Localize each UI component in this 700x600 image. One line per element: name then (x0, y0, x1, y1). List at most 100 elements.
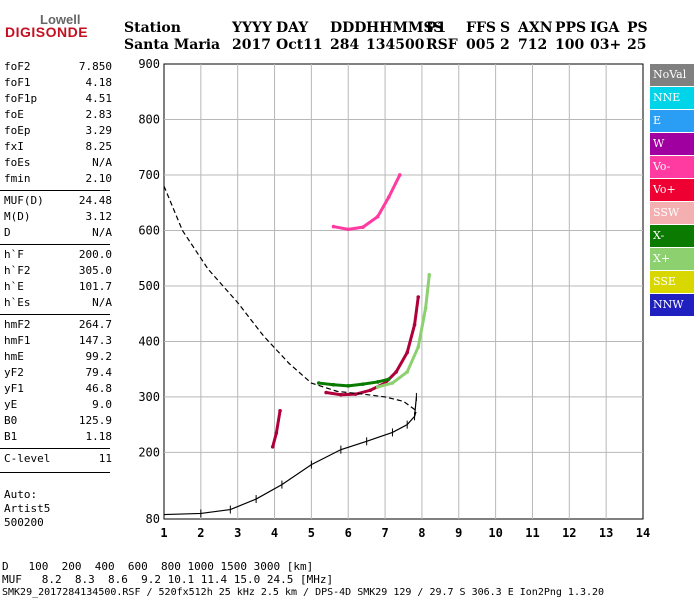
series-line-6 (163, 185, 418, 417)
logo-digisonde: DIGISONDE (5, 24, 89, 40)
scaling-code: 500200 (4, 516, 44, 529)
param-value: 264.7 (78, 318, 112, 331)
data-point (270, 445, 275, 449)
header-value-axn: 712 (518, 37, 548, 53)
param-label: foF1 (4, 76, 31, 89)
header-label-ps: PS (627, 20, 648, 36)
distance-label: D (2, 560, 9, 573)
footer-info: SMK29_2017284134500.RSF / 520fx512h 25 k… (2, 587, 605, 598)
header-value-hhmmss: 134500 (366, 37, 425, 53)
data-point (412, 322, 417, 327)
param-row: fmin 2.10 (4, 172, 112, 185)
data-point (353, 392, 358, 396)
data-point (416, 295, 421, 299)
param-value: 11 (98, 452, 112, 465)
param-value: 101.7 (78, 280, 112, 293)
param-label: B1 (4, 430, 18, 443)
param-label: hmF1 (4, 334, 31, 347)
data-point (375, 214, 380, 219)
series-line-1 (377, 274, 431, 389)
header-value-iga: 03+ (590, 37, 622, 53)
data-point (375, 385, 380, 389)
header-value-p1: RSF (426, 37, 458, 53)
muf-label: MUF (2, 573, 22, 586)
divider (0, 472, 110, 473)
y-tick-label: 400 (138, 334, 160, 348)
series-line-2 (318, 377, 390, 388)
x-tick-label: 11 (525, 526, 539, 540)
param-label: hmE (4, 350, 24, 363)
data-point (361, 225, 365, 229)
header-value-s: 2 (500, 37, 510, 53)
param-value: 79.4 (85, 366, 113, 379)
series-line-3 (333, 174, 402, 231)
param-row: yF1 46.8 (4, 382, 112, 395)
param-label: foE (4, 108, 24, 121)
param-value: 2.10 (85, 172, 113, 185)
param-row: hmF1 147.3 (4, 334, 112, 347)
legend-item-noval: NoVal (650, 64, 694, 86)
legend-item-vo: Vo- (650, 156, 694, 178)
header-value-ps: 25 (627, 37, 647, 53)
header-value-yyyy: 2017 (232, 37, 271, 53)
legend-item-x: X- (650, 225, 694, 247)
param-value: 24.48 (78, 194, 112, 207)
data-point (324, 390, 328, 395)
param-label: foF2 (4, 60, 31, 73)
data-point (331, 382, 336, 387)
header-label-iga: IGA (590, 20, 620, 36)
y-tick-label: 700 (138, 168, 160, 182)
param-row: foF2 7.850 (4, 60, 112, 73)
data-point (386, 377, 391, 381)
param-row: foE 2.83 (4, 108, 112, 121)
param-label: fmin (4, 172, 31, 185)
param-row: B0 125.9 (4, 414, 112, 427)
param-label: yF2 (4, 366, 24, 379)
y-tick-label: 200 (138, 445, 160, 459)
x-tick-label: 12 (562, 526, 576, 540)
x-tick-label: 2 (197, 526, 204, 540)
param-row: B1 1.18 (4, 430, 112, 443)
data-point (427, 273, 432, 277)
param-label: D (4, 226, 11, 239)
legend-item-nnw: NNW (650, 294, 694, 316)
x-tick-label: 13 (599, 526, 613, 540)
header-value-ddd: 284 (330, 37, 360, 53)
param-row: foF1 4.18 (4, 76, 112, 89)
scaling-method: Artist5 (4, 502, 51, 515)
data-point (346, 227, 351, 232)
divider (0, 244, 110, 245)
logo-lowell: Lowell (40, 12, 81, 27)
x-tick-label: 4 (271, 526, 278, 540)
header-label-station: Station (124, 20, 181, 36)
param-value: N/A (92, 156, 112, 169)
param-row: C-level 11 (4, 452, 112, 465)
y-tick-label: 500 (138, 279, 160, 293)
param-label: MUF(D) (4, 194, 44, 207)
param-row: h`Es N/A (4, 296, 112, 309)
param-label: h`F2 (4, 264, 31, 277)
distance-values: 100 200 400 600 800 1000 1500 3000 [km] (28, 560, 314, 573)
distance-row: D 100 200 400 600 800 1000 1500 3000 [km… (2, 560, 313, 573)
param-row: foEp 3.29 (4, 124, 112, 137)
param-value: 3.12 (85, 210, 113, 223)
y-tick-label: 80 (146, 512, 160, 526)
param-value: 147.3 (78, 334, 112, 347)
param-value: 4.18 (85, 76, 113, 89)
param-value: 2.83 (85, 108, 113, 121)
param-value: 305.0 (78, 264, 112, 277)
y-tick-label: 300 (138, 390, 160, 404)
param-value: 7.850 (78, 60, 112, 73)
x-tick-label: 6 (345, 526, 352, 540)
param-value: N/A (92, 226, 112, 239)
y-tick-label: 800 (138, 112, 160, 126)
legend-item-nne: NNE (650, 87, 694, 109)
param-label: foF1p (4, 92, 38, 105)
series-line-5 (163, 396, 417, 516)
muf-row: MUF 8.2 8.3 8.6 9.2 10.1 11.4 15.0 24.5 … (2, 573, 333, 586)
param-label: h`E (4, 280, 24, 293)
param-value: 200.0 (78, 248, 112, 261)
x-tick-label: 3 (234, 526, 241, 540)
param-row: hmE 99.2 (4, 350, 112, 363)
